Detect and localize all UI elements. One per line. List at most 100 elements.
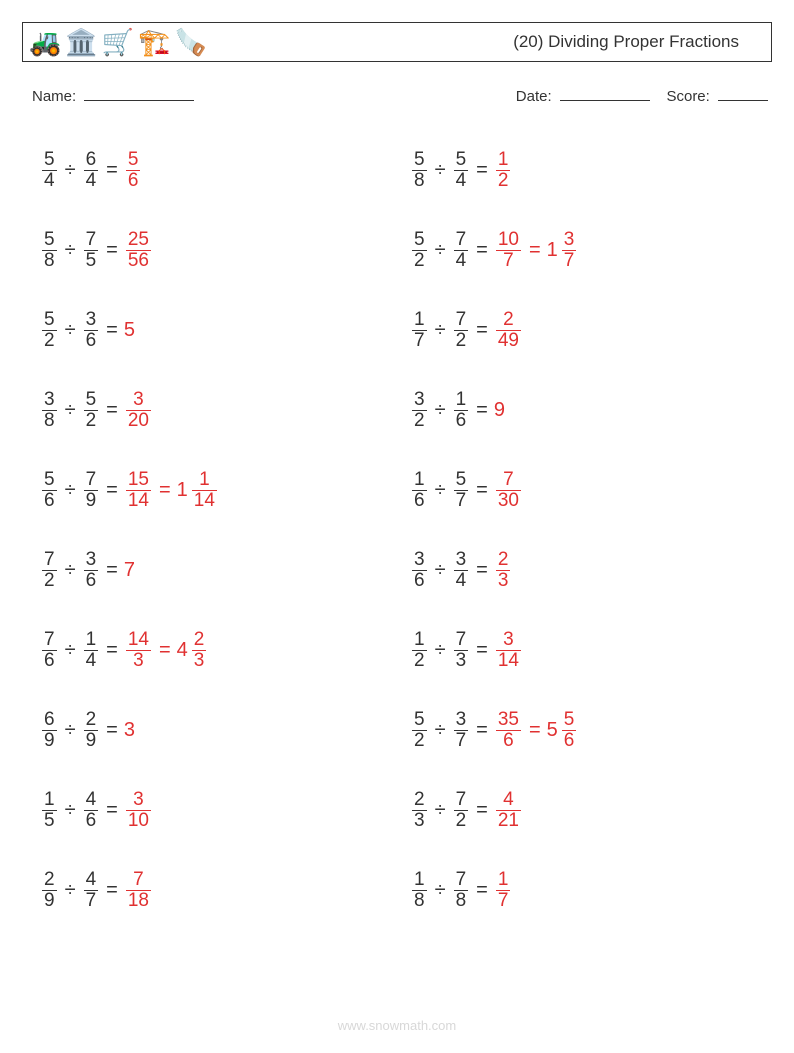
fraction-numerator: 4 (501, 790, 516, 810)
header-icon: 🛒 (102, 29, 134, 55)
fraction-denominator: 2 (412, 731, 427, 751)
fraction-numerator: 1 (412, 310, 427, 330)
fraction-denominator: 8 (42, 251, 57, 271)
fraction: 314 (496, 630, 521, 671)
fraction: 23 (192, 630, 207, 671)
fraction-numerator: 14 (126, 630, 151, 650)
divide-op: ÷ (65, 879, 76, 902)
fraction: 78 (454, 870, 469, 911)
divide-op: ÷ (65, 639, 76, 662)
fraction-numerator: 2 (42, 870, 57, 890)
fraction-numerator: 1 (496, 150, 511, 170)
fraction-denominator: 7 (501, 251, 516, 271)
divide-op: ÷ (65, 799, 76, 822)
problem-row: 32÷16=9 (410, 370, 578, 450)
fraction: 17 (496, 870, 511, 911)
fraction-numerator: 3 (412, 390, 427, 410)
mixed-number: 137 (547, 230, 579, 271)
fraction-numerator: 3 (454, 550, 469, 570)
problem-row: 15÷46=310 (40, 770, 219, 850)
equals: = (106, 159, 118, 182)
fraction-numerator: 1 (412, 470, 427, 490)
fraction: 320 (126, 390, 151, 431)
fraction: 14 (84, 630, 99, 671)
fraction-numerator: 5 (412, 710, 427, 730)
fraction-numerator: 1 (84, 630, 99, 650)
fraction-denominator: 4 (454, 171, 469, 191)
answer-integer: 9 (494, 399, 505, 422)
fraction-denominator: 4 (84, 651, 99, 671)
problem-row: 12÷73=314 (410, 610, 578, 690)
fraction: 36 (412, 550, 427, 591)
fraction: 37 (562, 230, 577, 271)
fraction-numerator: 5 (42, 310, 57, 330)
fraction-numerator: 2 (412, 790, 427, 810)
fraction-numerator: 5 (412, 150, 427, 170)
fraction: 56 (562, 710, 577, 751)
divide-op: ÷ (435, 239, 446, 262)
fraction-denominator: 6 (42, 651, 57, 671)
fraction-numerator: 2 (501, 310, 516, 330)
date-blank (560, 86, 650, 101)
fraction-denominator: 20 (126, 411, 151, 431)
equals: = (106, 319, 118, 342)
fraction: 143 (126, 630, 151, 671)
fraction: 34 (454, 550, 469, 591)
divide-op: ÷ (435, 479, 446, 502)
fraction: 36 (84, 310, 99, 351)
equals: = (476, 719, 488, 742)
fraction-denominator: 10 (126, 811, 151, 831)
fraction: 718 (126, 870, 151, 911)
fraction: 1514 (126, 470, 151, 511)
fraction-denominator: 21 (496, 811, 521, 831)
fraction-denominator: 2 (412, 251, 427, 271)
fraction-numerator: 5 (126, 150, 141, 170)
equals: = (476, 799, 488, 822)
fraction-numerator: 5 (454, 150, 469, 170)
fraction: 16 (454, 390, 469, 431)
fraction-numerator: 3 (42, 390, 57, 410)
fraction-numerator: 3 (84, 310, 99, 330)
fraction-denominator: 7 (454, 731, 469, 751)
fraction: 29 (84, 710, 99, 751)
fraction: 52 (412, 230, 427, 271)
equals: = (476, 479, 488, 502)
problem-row: 72÷36=7 (40, 530, 219, 610)
fraction: 114 (192, 470, 217, 511)
fraction-denominator: 6 (412, 571, 427, 591)
fraction-numerator: 7 (454, 230, 469, 250)
fraction-numerator: 5 (412, 230, 427, 250)
problem-row: 58÷75=2556 (40, 210, 219, 290)
fraction-denominator: 3 (496, 571, 511, 591)
fraction-numerator: 5 (42, 150, 57, 170)
fraction: 52 (42, 310, 57, 351)
fraction-denominator: 2 (42, 331, 57, 351)
name-blank (84, 86, 194, 101)
fraction-numerator: 2 (84, 710, 99, 730)
fraction-numerator: 35 (496, 710, 521, 730)
fraction-denominator: 14 (496, 651, 521, 671)
fraction: 23 (496, 550, 511, 591)
fraction-denominator: 6 (454, 411, 469, 431)
divide-op: ÷ (65, 159, 76, 182)
equals: = (476, 639, 488, 662)
fraction: 52 (412, 710, 427, 751)
footer: www.snowmath.com (0, 1018, 794, 1033)
mixed-number: 556 (547, 710, 579, 751)
divide-op: ÷ (435, 559, 446, 582)
fraction-denominator: 2 (412, 411, 427, 431)
fraction-numerator: 3 (131, 790, 146, 810)
fraction: 79 (84, 470, 99, 511)
answer-integer: 3 (124, 719, 135, 742)
fraction: 23 (412, 790, 427, 831)
mixed-number: 1114 (177, 470, 219, 511)
fraction: 32 (412, 390, 427, 431)
equals: = (476, 319, 488, 342)
fraction-numerator: 15 (126, 470, 151, 490)
fraction-denominator: 8 (454, 891, 469, 911)
fraction-numerator: 7 (454, 790, 469, 810)
fraction-denominator: 8 (412, 891, 427, 911)
footer-text: www.snowmath.com (338, 1018, 456, 1033)
fraction-denominator: 5 (84, 251, 99, 271)
fraction-denominator: 7 (454, 491, 469, 511)
